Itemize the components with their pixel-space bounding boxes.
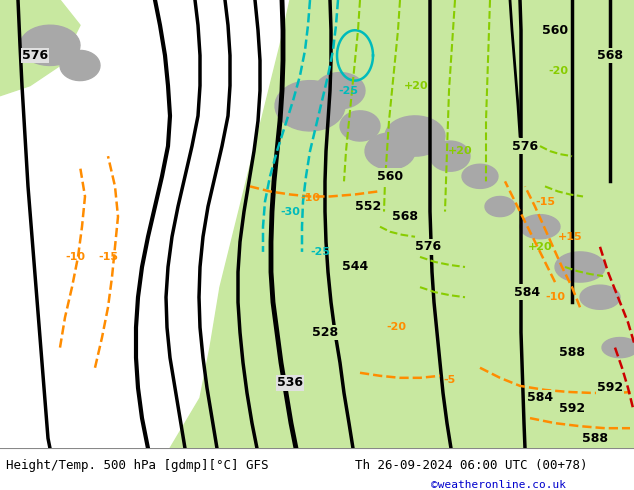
Text: -5: -5 bbox=[444, 375, 456, 385]
Text: 592: 592 bbox=[597, 381, 623, 394]
Text: -15: -15 bbox=[98, 252, 118, 262]
Text: 528: 528 bbox=[312, 326, 338, 339]
Text: -10: -10 bbox=[300, 194, 320, 203]
Text: 584: 584 bbox=[514, 286, 540, 299]
Text: +15: +15 bbox=[558, 232, 582, 242]
Text: 576: 576 bbox=[512, 140, 538, 152]
Polygon shape bbox=[20, 25, 80, 66]
Polygon shape bbox=[485, 196, 515, 217]
Polygon shape bbox=[430, 141, 470, 171]
Text: -25: -25 bbox=[310, 247, 330, 257]
Polygon shape bbox=[580, 285, 620, 309]
Text: -20: -20 bbox=[386, 322, 406, 332]
Polygon shape bbox=[462, 164, 498, 188]
Polygon shape bbox=[555, 252, 605, 282]
Text: -15: -15 bbox=[535, 196, 555, 206]
Polygon shape bbox=[340, 111, 380, 141]
Text: 544: 544 bbox=[342, 261, 368, 273]
Text: +20: +20 bbox=[448, 146, 472, 156]
Text: +20: +20 bbox=[404, 81, 429, 91]
Text: -10: -10 bbox=[65, 252, 85, 262]
Polygon shape bbox=[275, 55, 340, 136]
Text: 560: 560 bbox=[542, 24, 568, 37]
Text: -10: -10 bbox=[545, 292, 565, 302]
Text: ©weatheronline.co.uk: ©weatheronline.co.uk bbox=[431, 480, 566, 490]
Text: -25: -25 bbox=[338, 86, 358, 96]
Polygon shape bbox=[275, 81, 345, 131]
Polygon shape bbox=[385, 116, 445, 156]
Text: 552: 552 bbox=[355, 200, 381, 213]
Text: 568: 568 bbox=[597, 49, 623, 62]
Polygon shape bbox=[360, 0, 470, 66]
Text: 568: 568 bbox=[392, 210, 418, 223]
Text: -20: -20 bbox=[548, 66, 568, 75]
Text: 592: 592 bbox=[559, 401, 585, 415]
Polygon shape bbox=[602, 338, 634, 358]
Text: 536: 536 bbox=[277, 376, 303, 390]
Text: 560: 560 bbox=[377, 170, 403, 183]
Text: Th 26-09-2024 06:00 UTC (00+78): Th 26-09-2024 06:00 UTC (00+78) bbox=[355, 459, 588, 471]
Polygon shape bbox=[170, 0, 634, 448]
Polygon shape bbox=[0, 0, 80, 96]
Text: Height/Temp. 500 hPa [gdmp][°C] GFS: Height/Temp. 500 hPa [gdmp][°C] GFS bbox=[6, 459, 269, 471]
Polygon shape bbox=[315, 73, 365, 109]
Polygon shape bbox=[60, 50, 100, 80]
Text: 576: 576 bbox=[22, 49, 48, 62]
Text: 588: 588 bbox=[582, 432, 608, 445]
Text: -30: -30 bbox=[280, 207, 300, 217]
Text: 576: 576 bbox=[415, 240, 441, 253]
Text: +20: +20 bbox=[527, 242, 552, 252]
Polygon shape bbox=[365, 133, 415, 169]
Text: 584: 584 bbox=[527, 392, 553, 404]
Text: 588: 588 bbox=[559, 346, 585, 359]
Polygon shape bbox=[520, 215, 560, 239]
